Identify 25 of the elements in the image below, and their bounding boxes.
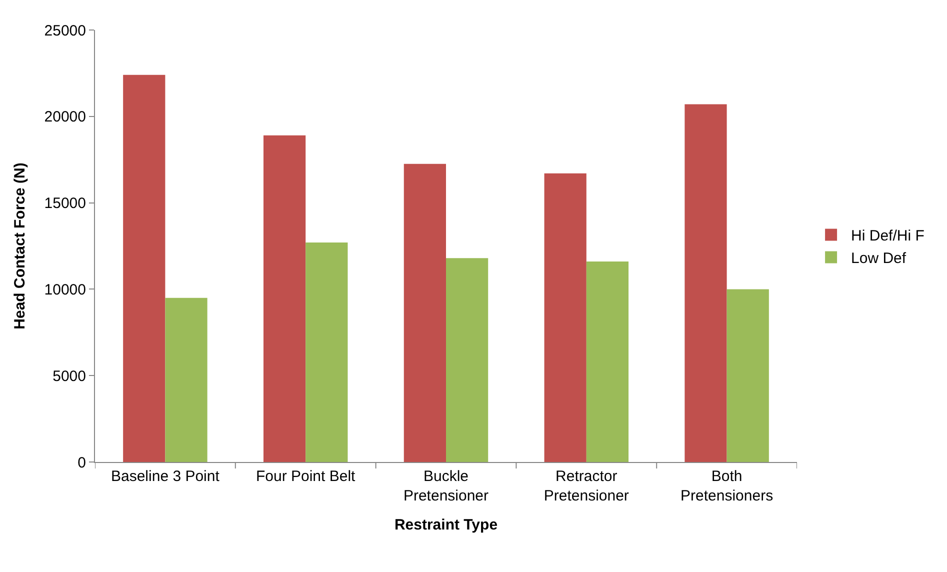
x-tick-label: Retractor Pretensioner (544, 468, 629, 504)
bar (306, 242, 348, 462)
x-axis-title: Restraint Type (394, 516, 498, 534)
x-tick-label: Buckle Pretensioner (403, 468, 489, 504)
y-tick-label: 10000 (44, 281, 86, 298)
bar (404, 164, 446, 462)
x-tick-label: Baseline 3 Point (110, 468, 220, 485)
bar (123, 74, 166, 462)
x-tick-label: Both Pretensioners (680, 468, 774, 504)
bar (446, 258, 488, 462)
bar (544, 173, 586, 462)
legend-label: Low Def (851, 250, 907, 268)
y-tick-label: 15000 (44, 195, 86, 212)
y-tick-label: 25000 (44, 22, 86, 40)
y-tick-label: 0 (78, 454, 86, 472)
y-axis-title: Head Contact Force (N) (12, 162, 29, 330)
y-tick-label: 20000 (44, 108, 86, 126)
y-tick-label: 5000 (52, 368, 86, 385)
bar (726, 289, 769, 462)
x-tick-label: Four Point Belt (256, 468, 356, 485)
bar (165, 298, 208, 462)
bar (684, 104, 727, 462)
bar (263, 135, 306, 462)
legend-label: Hi Def/Hi F (851, 228, 924, 245)
bar (586, 262, 629, 462)
